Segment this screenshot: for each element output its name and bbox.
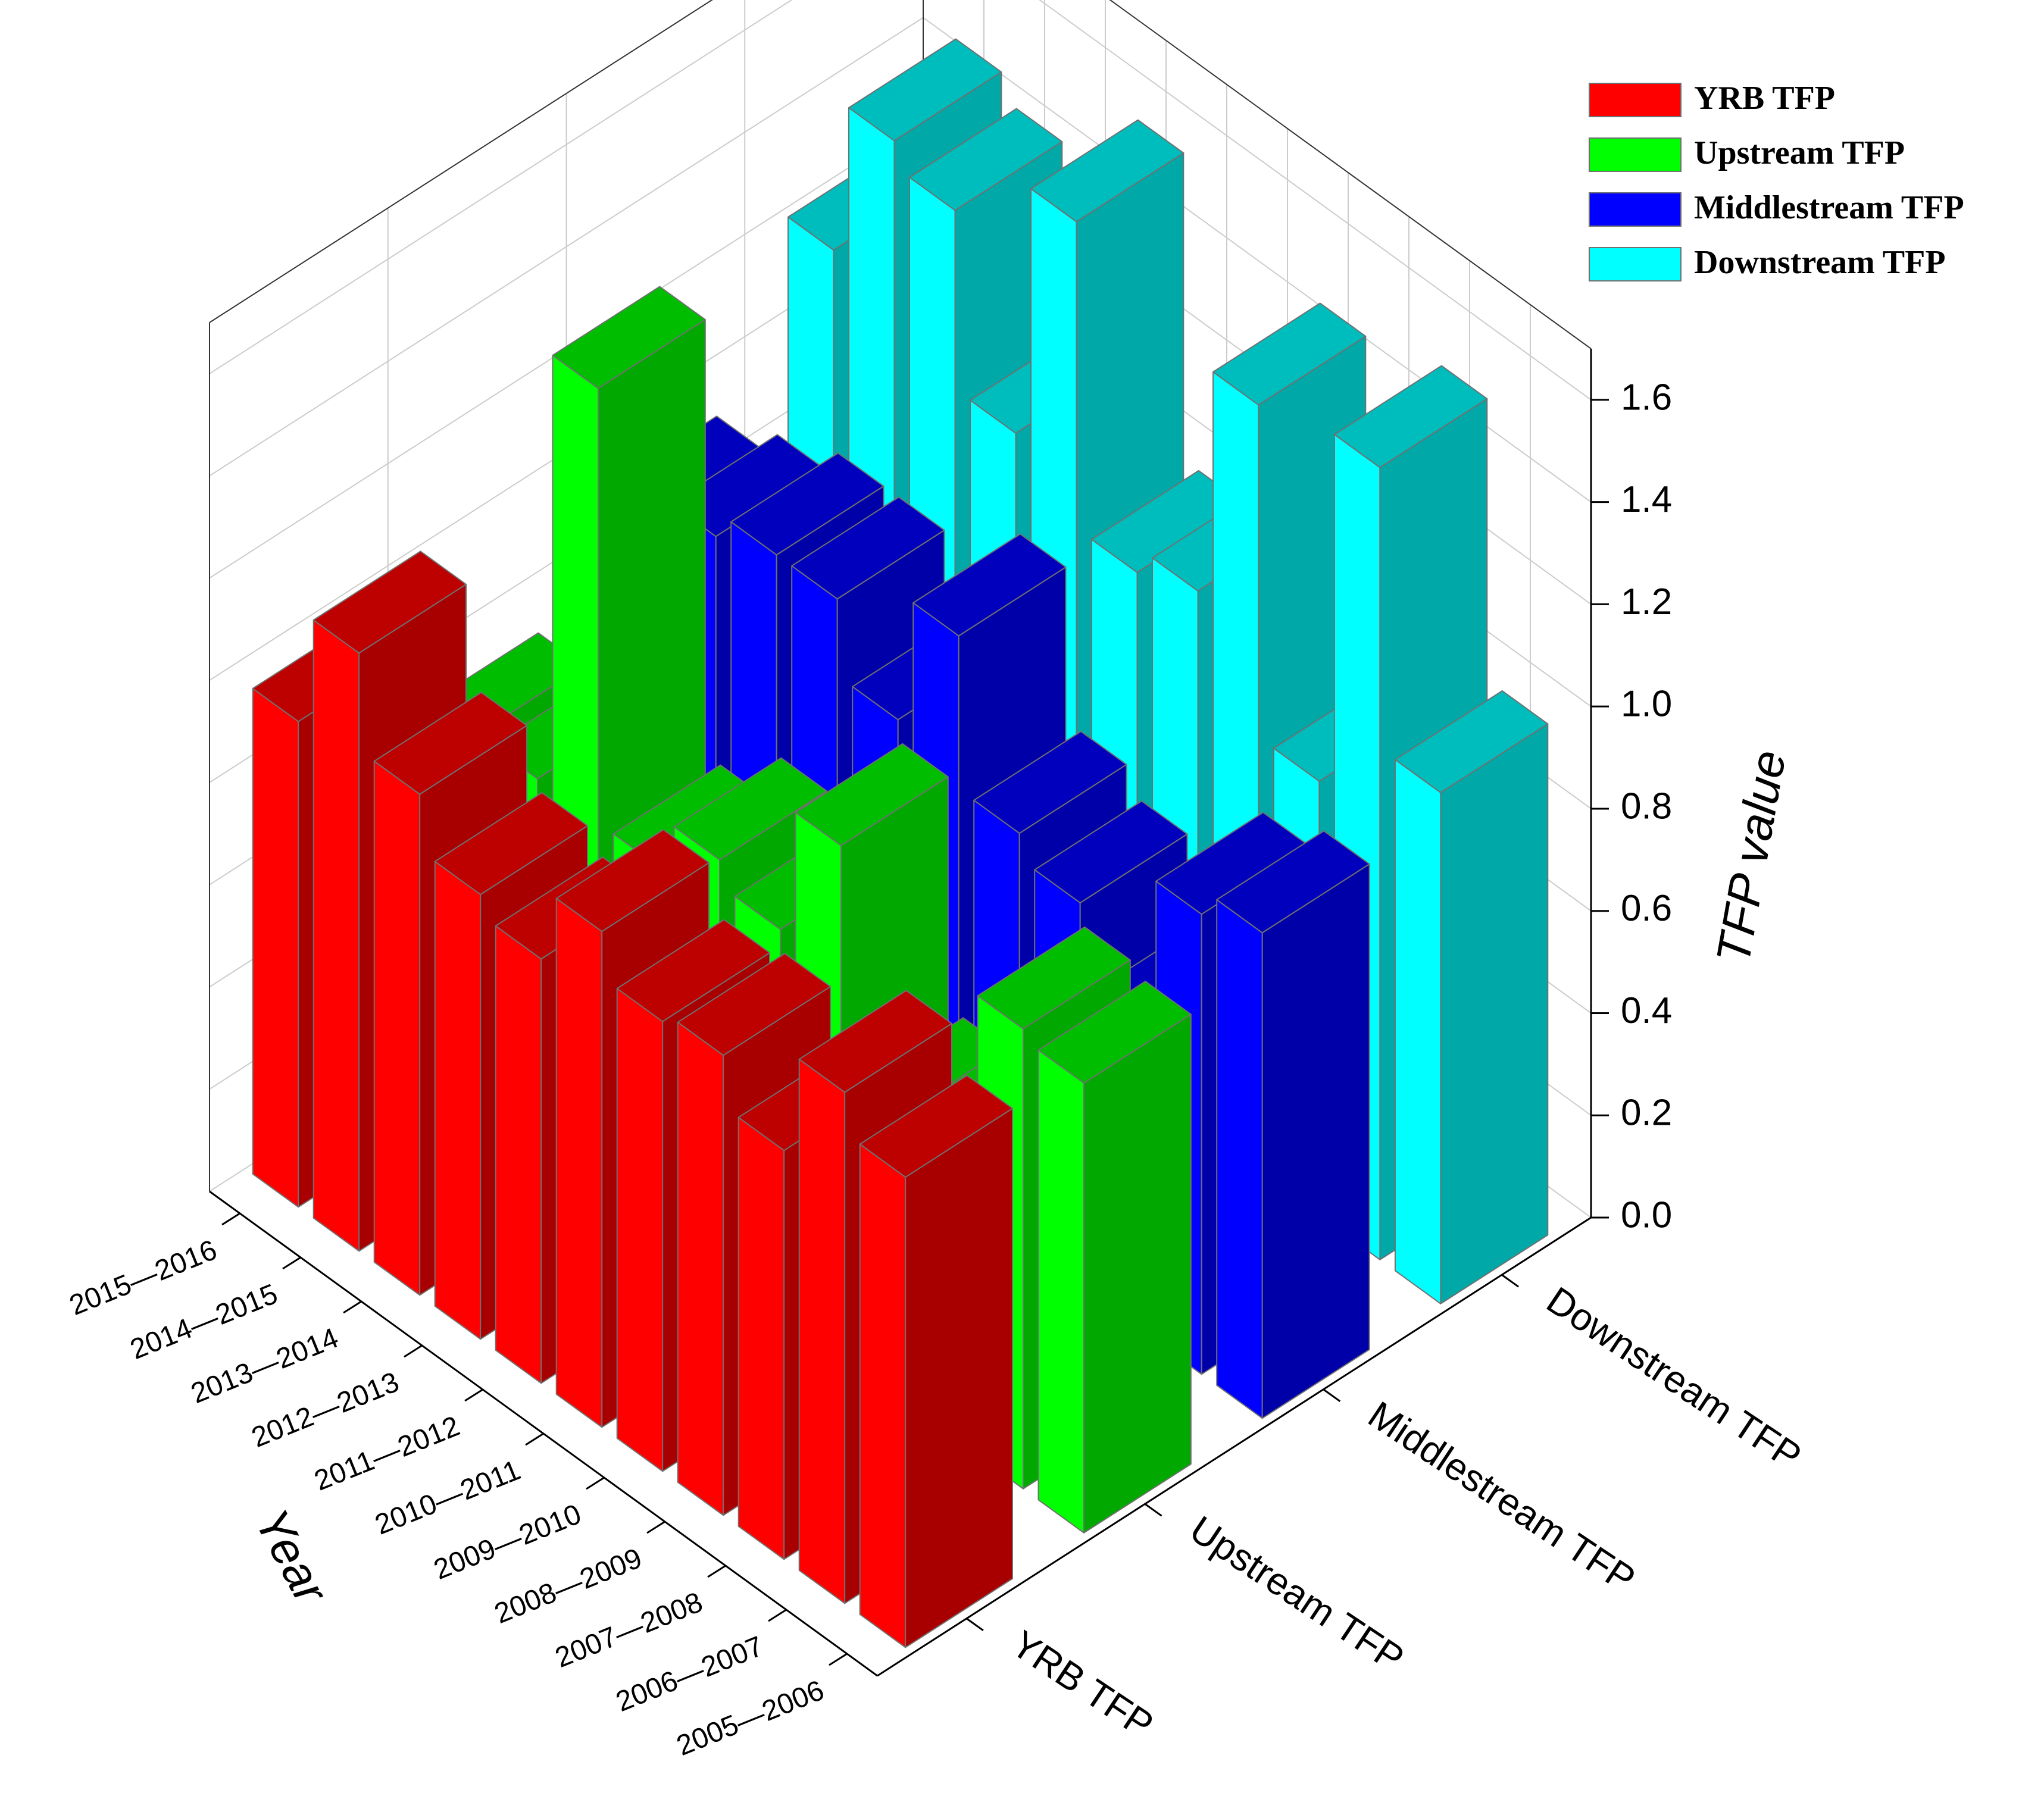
y-tick-label: 1.2 [1621, 581, 1672, 622]
legend-label: Middlestream TFP [1694, 189, 1964, 226]
grid-line [209, 0, 1592, 400]
bar-front [905, 1107, 1013, 1648]
wall-edge [209, 0, 713, 323]
bar [1216, 830, 1370, 1419]
bar-top [973, 731, 1127, 834]
bar-top [730, 452, 885, 556]
bar-top [1034, 800, 1188, 904]
bar-top [859, 1075, 1013, 1178]
x-tick [221, 1212, 240, 1226]
series-tick [1323, 1388, 1341, 1402]
legend-label: YRB TFP [1694, 80, 1835, 117]
legend-swatch [1589, 192, 1682, 227]
x-axis-title: Year [245, 1500, 339, 1613]
bar-top [312, 550, 467, 654]
bar-side [1037, 1049, 1084, 1534]
bar-top [1216, 830, 1370, 934]
y-tick-label: 1.4 [1621, 479, 1672, 520]
x-tick [464, 1388, 483, 1402]
bar-top [909, 108, 1063, 211]
x-tick [586, 1476, 605, 1490]
legend-label: Upstream TFP [1694, 134, 1905, 171]
x-tick [768, 1609, 787, 1622]
y-tick-label: 0.2 [1621, 1093, 1672, 1134]
bar-side [616, 988, 664, 1472]
bar-front [1083, 1013, 1192, 1534]
bar-top [1030, 119, 1184, 223]
bar-side [1394, 759, 1442, 1304]
bar [859, 1075, 1013, 1648]
x-tick [282, 1256, 301, 1270]
series-tick-label: YRB TFP [1004, 1622, 1161, 1747]
x-tick [707, 1565, 726, 1578]
bar-top [555, 829, 710, 933]
bar-top [1212, 302, 1367, 406]
bar-front [1261, 863, 1370, 1419]
legend-label: Downstream TFP [1694, 244, 1946, 281]
bar-side [859, 1143, 907, 1648]
bar [1394, 690, 1549, 1304]
legend-swatch [1589, 137, 1682, 172]
y-tick-label: 0.8 [1621, 786, 1672, 827]
bar-top [1394, 690, 1549, 793]
series-tick [966, 1617, 984, 1631]
bar-top [373, 692, 527, 795]
bar-front [1440, 723, 1549, 1304]
y-tick-label: 1.6 [1621, 377, 1672, 418]
x-tick [525, 1432, 544, 1446]
x-tick [404, 1344, 423, 1358]
series-tick [1144, 1503, 1162, 1517]
bar-side [312, 619, 360, 1252]
bar-side [677, 1021, 724, 1516]
x-tick [829, 1653, 848, 1666]
y-tick-label: 0.4 [1621, 990, 1672, 1031]
bar-side [434, 861, 482, 1340]
wall-edge [1109, 0, 1592, 349]
bar-top [798, 990, 952, 1093]
bar-top [1037, 981, 1192, 1084]
legend-swatch [1589, 247, 1682, 281]
bar-top [912, 533, 1067, 637]
y-tick-label: 0.0 [1621, 1194, 1672, 1235]
bar-side [737, 1116, 785, 1560]
bar-side [1216, 899, 1263, 1419]
series-tick-label: Upstream TFP [1182, 1507, 1411, 1680]
x-tick [343, 1300, 362, 1314]
bar-top [977, 926, 1131, 1030]
series-tick-label: Middlestream TFP [1361, 1393, 1643, 1601]
series-tick-label: Downstream TFP [1539, 1278, 1809, 1478]
bar-top [795, 743, 949, 846]
bar-top [677, 953, 831, 1056]
legend-swatch [1589, 83, 1682, 117]
series-tick [1501, 1274, 1519, 1288]
x-tick [646, 1520, 665, 1534]
bar-top [1333, 365, 1488, 468]
bar-top [434, 792, 588, 896]
bar-top [791, 496, 945, 600]
bar-side [495, 925, 542, 1384]
bar-top [848, 38, 1002, 142]
series-axis-line [877, 1216, 1592, 1677]
bar-side [555, 897, 603, 1428]
bar-side [373, 761, 421, 1296]
bar-side [798, 1058, 846, 1604]
bar-top [673, 757, 827, 861]
bar-side [252, 687, 299, 1208]
y-tick-label: 0.6 [1621, 888, 1672, 929]
y-tick-label: 1.0 [1621, 684, 1672, 725]
y-axis-title: TFP value [1707, 746, 1796, 968]
bar-top [552, 286, 706, 389]
bar [1037, 981, 1192, 1534]
bar-top [616, 919, 770, 1022]
